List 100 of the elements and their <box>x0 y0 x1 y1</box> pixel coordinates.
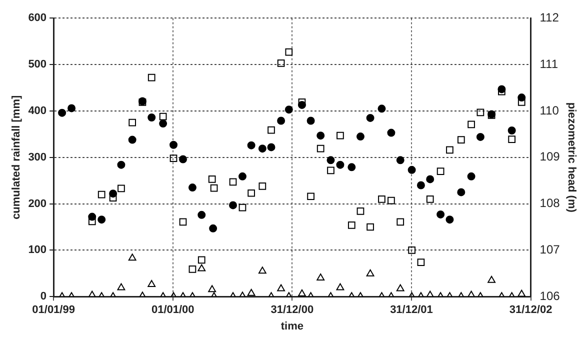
point <box>316 274 325 281</box>
point <box>316 144 324 152</box>
point <box>117 160 126 169</box>
point <box>336 283 344 290</box>
point <box>247 141 256 150</box>
y2-tick-label: 110 <box>540 103 560 118</box>
point <box>518 98 526 106</box>
point <box>198 210 206 219</box>
point <box>467 290 476 297</box>
point <box>277 284 286 292</box>
point <box>284 106 293 114</box>
point <box>208 285 216 292</box>
point <box>436 210 445 218</box>
point <box>426 195 434 203</box>
x-tick-label: 31/12/02 <box>509 304 552 316</box>
point <box>258 182 266 190</box>
point <box>98 190 106 198</box>
point <box>58 108 66 117</box>
point <box>117 283 126 290</box>
point <box>508 126 516 134</box>
point <box>148 74 156 82</box>
point <box>285 48 293 56</box>
point <box>476 132 484 141</box>
point <box>210 184 218 192</box>
point <box>298 100 306 109</box>
point <box>247 288 256 296</box>
point <box>387 128 396 137</box>
point <box>109 190 118 198</box>
point <box>188 266 196 273</box>
point <box>518 94 526 102</box>
point <box>68 104 76 112</box>
point <box>268 126 275 134</box>
point <box>128 118 136 126</box>
point <box>436 168 444 175</box>
point <box>446 216 454 224</box>
point <box>416 181 425 190</box>
y2-tick-label: 111 <box>540 56 558 71</box>
point <box>316 132 325 140</box>
point <box>118 184 125 192</box>
point <box>248 189 255 197</box>
point <box>348 221 356 229</box>
point <box>179 218 187 226</box>
point <box>396 284 404 292</box>
point <box>388 196 395 204</box>
y2-tick-label: 108 <box>540 196 560 210</box>
point <box>336 160 344 169</box>
y2-tick-label: 107 <box>540 242 560 257</box>
point <box>267 143 276 152</box>
point <box>178 155 187 164</box>
point <box>356 132 364 141</box>
y-tick-label: 0 <box>40 290 47 303</box>
point <box>88 218 96 226</box>
point <box>159 120 168 128</box>
point <box>508 136 516 143</box>
point <box>396 218 404 226</box>
point <box>348 163 356 172</box>
point <box>366 114 374 122</box>
point <box>498 85 506 94</box>
y-tick-label: 500 <box>28 58 47 71</box>
y-tick-label: 600 <box>28 12 47 24</box>
point <box>277 60 285 67</box>
point <box>128 136 136 144</box>
point <box>468 120 475 128</box>
y-axis-title: cumulated rainfall [mm] <box>10 95 23 220</box>
point <box>457 136 465 144</box>
point <box>229 201 238 210</box>
x-tick-label: 31/12/00 <box>270 304 314 316</box>
point <box>258 144 266 153</box>
point <box>198 256 206 264</box>
point <box>238 172 246 180</box>
y2-tick-label: 106 <box>540 288 560 303</box>
x-axis-title: time <box>280 320 304 332</box>
point <box>366 223 374 231</box>
point <box>327 166 334 174</box>
x-tick-label: 01/01/99 <box>32 304 75 316</box>
point <box>396 156 404 164</box>
y2-axis-title: piezometric head (m) <box>565 102 578 213</box>
y-tick-label: 100 <box>28 244 47 256</box>
point <box>148 280 156 288</box>
point <box>408 246 416 254</box>
y-tick-label: 400 <box>28 105 47 118</box>
x-tick-label: 01/01/00 <box>151 304 194 316</box>
point <box>488 276 496 283</box>
point <box>159 112 167 120</box>
y2-tick-label: 109 <box>540 150 560 164</box>
point <box>476 108 484 116</box>
point <box>258 266 266 274</box>
y-tick-label: 300 <box>28 151 47 164</box>
point <box>188 184 196 192</box>
point <box>446 146 454 154</box>
point <box>98 216 106 224</box>
point <box>229 178 237 186</box>
point <box>298 289 306 296</box>
point <box>88 290 96 297</box>
point <box>170 154 178 162</box>
point <box>307 192 314 200</box>
point <box>518 290 526 297</box>
point <box>88 212 96 221</box>
point <box>426 175 434 184</box>
point <box>467 172 476 180</box>
